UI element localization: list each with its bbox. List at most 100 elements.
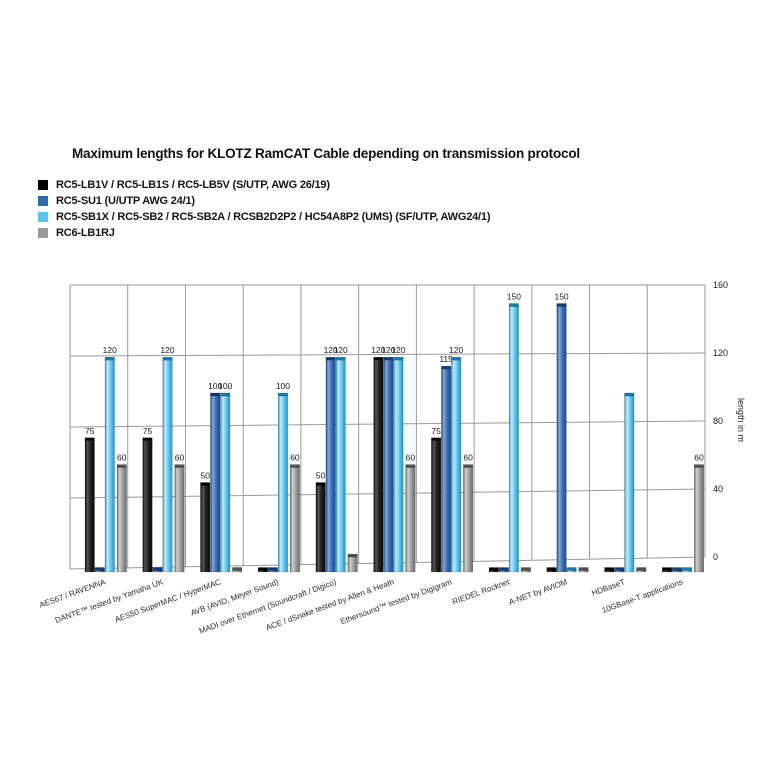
bar <box>315 485 326 573</box>
bar <box>672 570 682 573</box>
bar-value-label: 120 <box>449 345 463 355</box>
legend-item: RC5-LB1V / RC5-LB1S / RC5-LB5V (S/UTP, A… <box>38 177 490 193</box>
bar <box>116 467 127 573</box>
bar <box>84 440 95 573</box>
bar-value-label: 150 <box>507 292 521 302</box>
bar-cap <box>508 303 519 307</box>
bar-cap <box>335 357 346 361</box>
bar <box>335 360 346 573</box>
y-axis-tick: 120 <box>713 348 728 358</box>
x-axis-label: Ethersound™ tested by Digigram <box>339 577 453 626</box>
bar-cap <box>373 357 384 361</box>
bar <box>393 360 404 573</box>
bar-cap <box>520 567 531 571</box>
bar-cap <box>546 567 557 571</box>
bar <box>578 570 589 573</box>
bar <box>174 467 185 573</box>
bar-cap <box>200 482 211 486</box>
bar-value-label: 120 <box>324 345 338 355</box>
bar-value-label: 120 <box>160 345 174 355</box>
bar-cap <box>672 567 682 571</box>
bar <box>604 570 615 573</box>
bar <box>520 570 531 573</box>
bar <box>94 570 105 573</box>
bar <box>508 306 519 573</box>
bar-value-label: 120 <box>391 345 405 355</box>
bar <box>152 570 163 573</box>
bar-value-label: 115 <box>439 354 453 364</box>
bar-cap <box>624 392 635 397</box>
bar <box>277 395 288 573</box>
chart-title: Maximum lengths for KLOTZ RamCAT Cable d… <box>72 146 580 161</box>
bar-cap <box>94 567 105 571</box>
bar-cap <box>383 357 394 361</box>
bar-value-label: 100 <box>208 381 222 391</box>
x-axis-label: A-NET by AVIOM <box>508 577 569 607</box>
bar-value-label: 60 <box>175 453 185 463</box>
bar-value-label: 75 <box>85 426 95 436</box>
bar-cap <box>566 567 577 571</box>
gridline-horizontal <box>69 352 706 357</box>
bar <box>289 467 300 573</box>
bar-value-label: 60 <box>117 453 127 463</box>
y-axis-tick: 80 <box>713 416 723 426</box>
legend-item: RC5-SB1X / RC5-SB2 / RC5-SB2A / RCSB2D2P… <box>38 209 490 225</box>
bar-cap <box>636 567 647 571</box>
bar <box>441 368 452 573</box>
bar <box>451 360 462 573</box>
legend-item: RC6-LB1RJ <box>38 225 490 241</box>
y-axis-tick: 0 <box>713 552 718 562</box>
bar-cap <box>405 464 416 468</box>
bar-cap <box>463 464 474 468</box>
bar-value-label: 50 <box>200 471 210 481</box>
bar-cap <box>104 357 115 361</box>
bar-cap <box>441 365 452 370</box>
bar <box>373 360 384 573</box>
bar-cap <box>614 567 625 571</box>
bar <box>546 570 557 573</box>
bar <box>162 360 173 573</box>
legend: RC5-LB1V / RC5-LB1S / RC5-LB5V (S/UTP, A… <box>38 177 490 241</box>
bar <box>636 570 647 573</box>
bar-value-label: 120 <box>334 345 348 355</box>
bar <box>405 467 416 573</box>
bar-cap <box>347 553 358 558</box>
legend-item: RC5-SU1 (U/UTP AWG 24/1) <box>38 193 490 209</box>
bar-cap <box>604 567 615 571</box>
legend-swatch-icon <box>38 180 48 190</box>
bar-cap <box>325 357 336 361</box>
bar-cap <box>142 437 153 441</box>
bar-cap <box>116 464 127 468</box>
bar <box>232 570 243 573</box>
bar <box>220 395 231 573</box>
bar-cap <box>662 567 672 571</box>
bar <box>257 570 268 573</box>
bar-cap <box>232 567 243 571</box>
legend-swatch-icon <box>38 212 48 222</box>
bar-value-label: 75 <box>431 426 441 436</box>
legend-label: RC6-LB1RJ <box>56 227 115 239</box>
bar <box>325 360 336 573</box>
y-axis-tick: 40 <box>713 484 723 494</box>
bar-value-label: 60 <box>406 453 416 463</box>
x-axis-label: RIEDEL Rocknet <box>451 577 511 606</box>
bar <box>383 360 394 573</box>
bar <box>556 306 567 573</box>
bar-cap <box>289 464 300 468</box>
legend-label: RC5-SB1X / RC5-SB2 / RC5-SB2A / RCSB2D2P… <box>56 211 491 223</box>
legend-swatch-icon <box>38 196 48 206</box>
bar-value-label: 60 <box>694 453 704 463</box>
bar-cap <box>682 567 692 571</box>
bar <box>104 360 115 573</box>
bar-value-label: 50 <box>316 471 326 481</box>
bar <box>624 395 635 573</box>
bar-value-label: 120 <box>103 345 117 355</box>
bar <box>682 570 692 573</box>
bar-value-label: 120 <box>371 345 385 355</box>
bar-cap <box>694 464 704 468</box>
bar-value-label: 100 <box>218 381 232 391</box>
bar-cap <box>277 392 288 397</box>
bar-cap <box>174 464 185 468</box>
bar-value-label: 150 <box>554 292 568 302</box>
